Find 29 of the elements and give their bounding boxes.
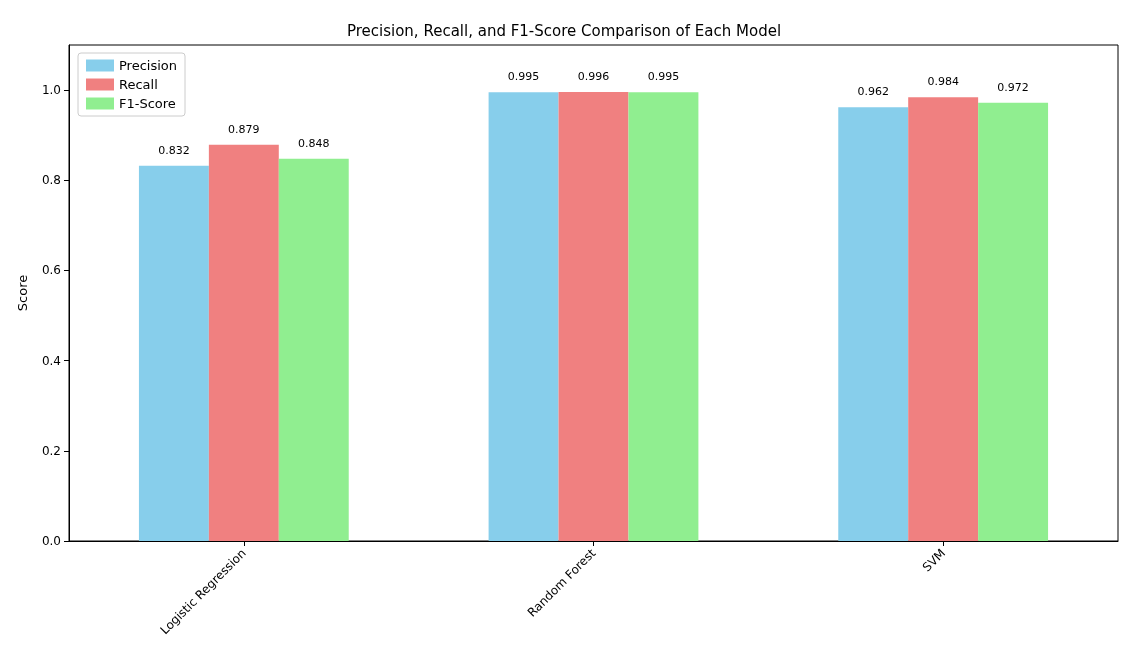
bar (558, 91, 629, 541)
data-label: 0.996 (577, 69, 610, 83)
data-label: 0.972 (997, 80, 1029, 94)
y-tick-label: 0.4 (41, 353, 61, 368)
bar (278, 158, 349, 541)
legend-label: Recall (119, 77, 158, 92)
legend-label: Precision (119, 58, 178, 73)
chart-title: Precision, Recall, and F1-Score Comparison of Each Model (346, 21, 782, 40)
data-label: 0.832 (158, 143, 190, 157)
y-tick-label: 0.2 (41, 443, 61, 458)
data-label: 0.879 (228, 122, 260, 136)
legend-label: F1-Score (119, 96, 176, 111)
y-tick-label: 0.0 (41, 534, 61, 548)
bar (628, 92, 699, 541)
data-label: 0.848 (298, 136, 330, 150)
bar (978, 102, 1049, 541)
data-label: 0.962 (857, 85, 889, 99)
data-label: 0.995 (647, 70, 680, 84)
bar (908, 97, 979, 541)
data-label: 0.995 (507, 70, 540, 84)
bar (208, 144, 279, 541)
y-tick-label: 0.6 (41, 263, 61, 278)
y-axis-title: Score (15, 274, 30, 312)
bar (138, 165, 209, 541)
y-tick-label: 0.8 (41, 173, 61, 188)
bar (838, 107, 909, 541)
y-tick-label: 1.0 (41, 83, 61, 98)
data-label: 0.984 (927, 75, 959, 89)
bar (488, 92, 559, 541)
